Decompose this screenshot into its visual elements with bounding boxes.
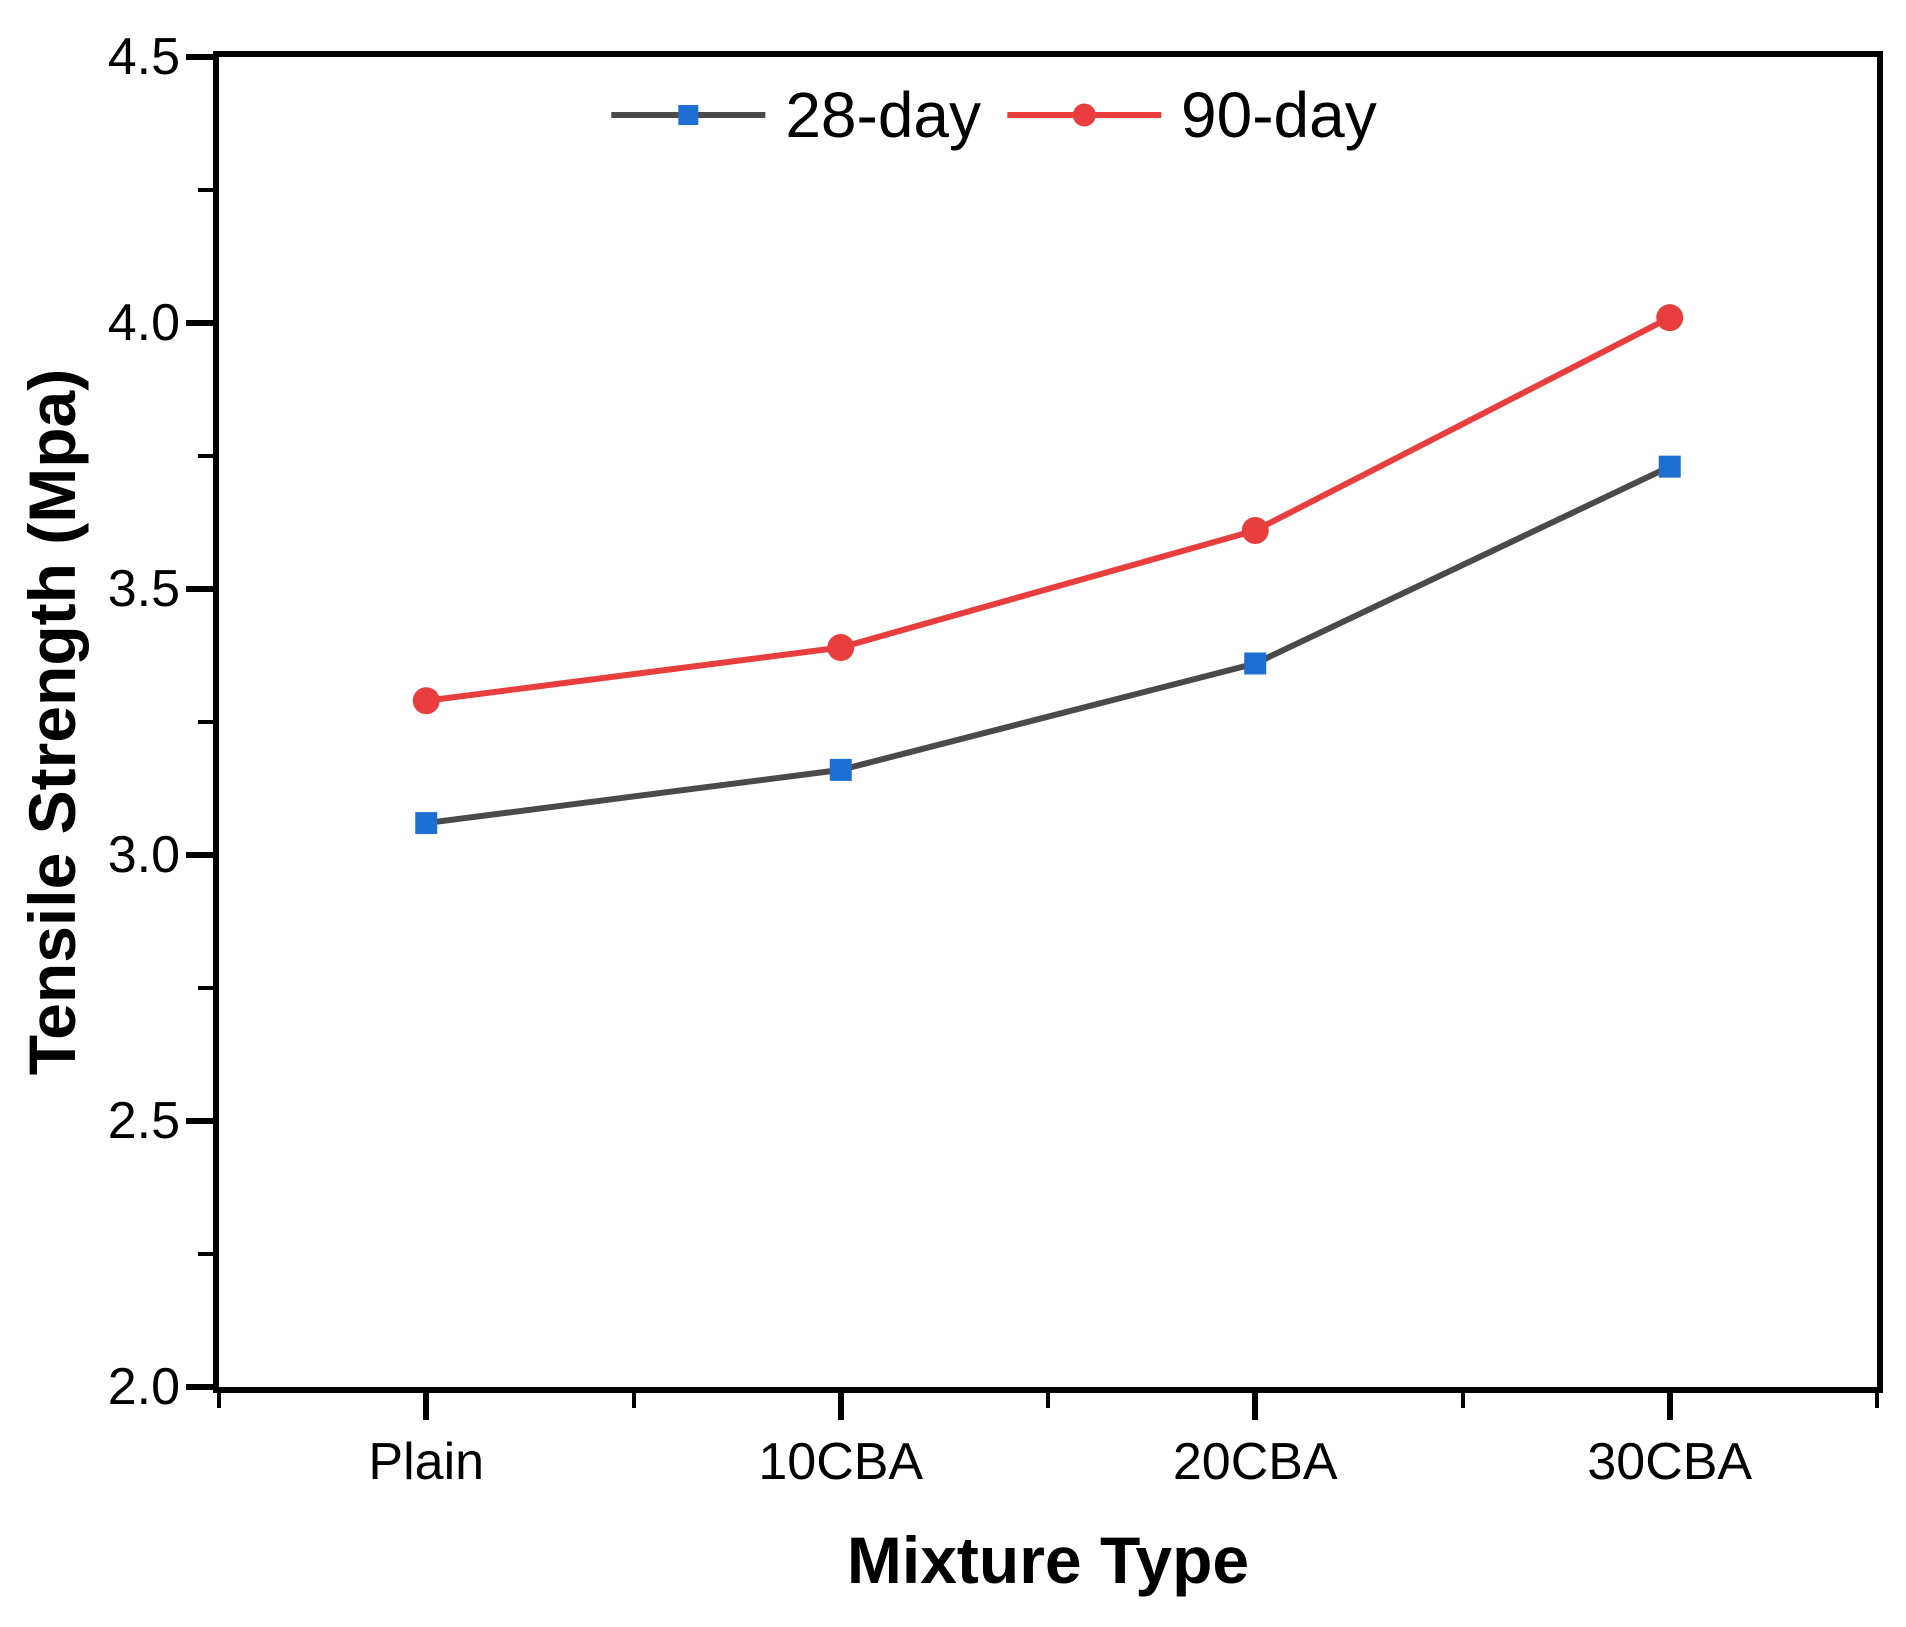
data-point-90-day-20CBA [1241, 516, 1269, 544]
y-minor-tick [198, 1252, 213, 1256]
y-axis-title: Tensile Strength (Mpa) [15, 368, 89, 1076]
data-point-90-day-Plain [412, 687, 440, 715]
legend-line-28-day [611, 105, 766, 125]
y-major-tick [186, 586, 213, 592]
y-major-tick [186, 1118, 213, 1124]
y-minor-tick [198, 986, 213, 990]
x-major-tick [837, 1393, 844, 1420]
data-point-90-day-30CBA [1656, 304, 1684, 332]
legend-item-90-day: 90-day [1007, 83, 1377, 147]
y-tick-label: 3.5 [107, 560, 180, 618]
series-line-28-day [425, 463, 1672, 827]
x-minor-tick [217, 1393, 221, 1408]
series-line-90-day [425, 315, 1672, 704]
x-major-tick [1252, 1393, 1259, 1420]
y-major-tick [186, 54, 213, 60]
x-tick-label: 30CBA [1587, 1433, 1753, 1491]
y-tick-label: 4.0 [107, 294, 180, 352]
data-point-28-day-10CBA [829, 758, 852, 781]
y-tick-label: 3.0 [107, 826, 180, 884]
x-tick-label: 10CBA [758, 1433, 924, 1491]
y-major-tick [186, 320, 213, 326]
y-tick-label: 4.5 [107, 28, 180, 86]
square-marker-icon [678, 105, 699, 125]
x-major-tick [1666, 1393, 1673, 1420]
circle-marker-icon [1072, 103, 1096, 127]
data-point-28-day-20CBA [1244, 652, 1267, 675]
legend-label-28-day: 28-day [785, 79, 981, 151]
legend-item-28-day: 28-day [611, 83, 981, 147]
y-minor-tick [198, 720, 213, 724]
y-minor-tick [198, 454, 213, 458]
legend-label-90-day: 90-day [1181, 79, 1377, 151]
x-tick-label: Plain [368, 1433, 485, 1491]
x-minor-tick [1460, 1393, 1465, 1408]
x-minor-tick [1875, 1393, 1879, 1408]
legend: 28-day 90-day [611, 83, 1377, 147]
y-tick-label: 2.5 [107, 1092, 180, 1150]
chart-canvas [412, 304, 1684, 835]
data-point-28-day-Plain [415, 812, 438, 835]
y-major-tick [186, 852, 213, 858]
legend-line-90-day [1007, 103, 1161, 127]
data-point-90-day-10CBA [827, 634, 855, 662]
x-minor-tick [631, 1393, 636, 1408]
y-tick-label: 2.0 [107, 1358, 180, 1416]
data-point-28-day-30CBA [1658, 455, 1681, 478]
x-axis-title: Mixture Type [846, 1523, 1250, 1597]
y-major-tick [186, 1384, 213, 1390]
plot-area [213, 51, 1883, 1393]
x-minor-tick [1046, 1393, 1050, 1408]
y-minor-tick [198, 188, 213, 192]
x-tick-label: 20CBA [1172, 1433, 1338, 1491]
x-major-tick [423, 1393, 430, 1420]
